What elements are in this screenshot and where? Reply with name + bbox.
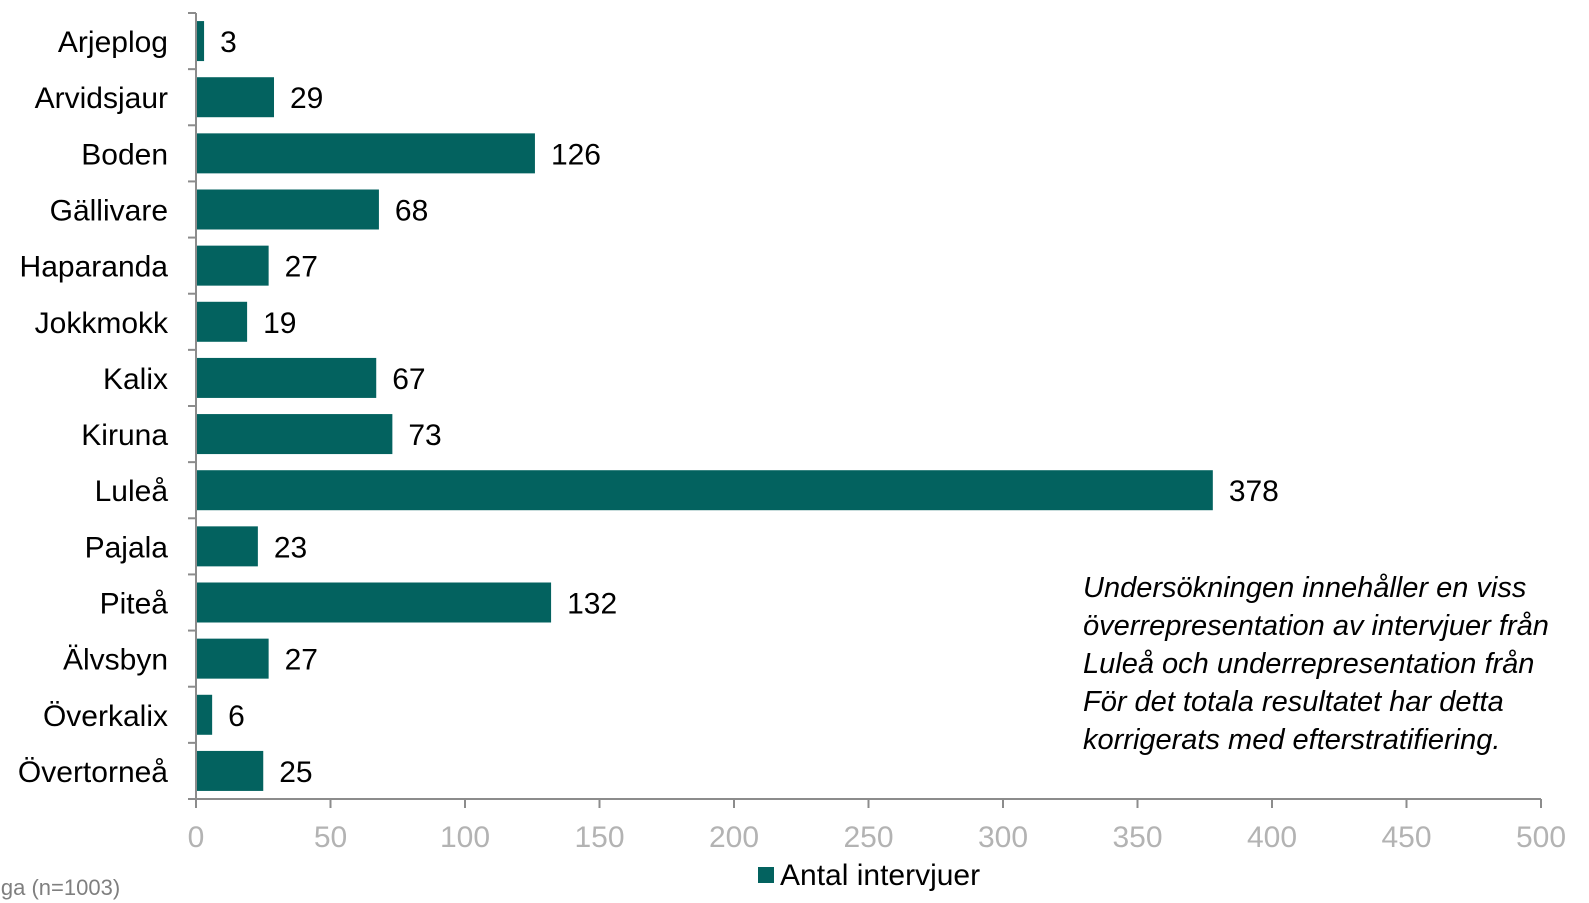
bars [196,21,1213,791]
bar-kiruna [196,414,393,455]
category-label: Haparanda [20,251,169,284]
bar-överkalix [196,694,213,735]
annotation-note: Undersökningen innehåller en viss överre… [1083,569,1589,759]
category-label: Boden [81,138,168,171]
legend-label: Antal intervjuer [780,859,980,892]
bar-gällivare [196,189,379,230]
x-tick-label: 450 [1381,821,1431,854]
data-label: 126 [551,138,601,171]
annotation-line: För det totala resultatet har detta [1083,686,1504,718]
x-tick-label: 200 [709,821,759,854]
bar-pajala [196,526,258,567]
bar-jokkmokk [196,301,248,342]
bar-boden [196,133,535,174]
x-tick-label: 50 [314,821,347,854]
bar-arjeplog [196,21,205,62]
category-label: Jokkmokk [35,307,169,340]
bar-älvsbyn [196,638,269,679]
bar-haparanda [196,245,269,286]
legend: Antal intervjuer [758,859,980,892]
category-label: Arjeplog [58,26,168,59]
x-tick-label: 300 [978,821,1028,854]
category-label: Övertorneå [18,756,168,789]
category-label: Arvidsjaur [35,82,168,115]
bar-övertorneå [196,750,264,791]
data-label: 68 [395,195,428,228]
data-label: 29 [290,82,323,115]
x-tick-label: 150 [574,821,624,854]
annotation-line: överrepresentation av intervjuer från [1083,610,1549,642]
x-tick-label: 100 [440,821,490,854]
annotation-line: korrigerats med efterstratifiering. [1083,724,1501,756]
footnote: iga (n=1003) [0,875,121,900]
x-tick-label: 500 [1516,821,1566,854]
category-label: Kalix [103,363,168,396]
category-label: Kiruna [81,419,168,452]
data-label: 3 [220,26,237,59]
data-labels: 3 29 126 68 27 19 67 73 378 23 132 27 6 25 [220,26,1279,789]
annotation-line: Undersökningen innehåller en viss [1083,572,1527,604]
bar-luleå [196,470,1213,511]
data-label: 27 [285,644,318,677]
category-label: Piteå [100,588,169,621]
x-tick-label: 350 [1112,821,1162,854]
bar-piteå [196,582,552,623]
data-label: 73 [408,419,441,452]
annotation-line: Luleå och underrepresentation från [1083,648,1535,680]
data-label: 27 [285,251,318,284]
category-label: Luleå [95,475,169,508]
category-label: Pajala [85,531,169,564]
data-label: 6 [228,700,245,733]
data-label: 25 [279,756,312,789]
legend-swatch [758,867,774,883]
category-label: Överkalix [43,700,168,733]
category-label: Älvsbyn [63,644,168,677]
bar-arvidsjaur [196,77,275,118]
data-label: 132 [567,588,617,621]
data-label: 378 [1229,475,1279,508]
data-label: 67 [392,363,425,396]
x-tick-labels: 0 50 100 150 200 250 300 350 400 450 500 [188,821,1566,854]
category-labels: Arjeplog Arvidsjaur Boden Gällivare Haparand… [18,26,169,789]
axes [188,12,1542,808]
x-tick-label: 0 [188,821,205,854]
data-label: 19 [263,307,296,340]
x-tick-label: 250 [843,821,893,854]
data-label: 23 [274,531,307,564]
bar-kalix [196,357,377,398]
category-label: Gällivare [50,195,168,228]
x-tick-label: 400 [1247,821,1297,854]
